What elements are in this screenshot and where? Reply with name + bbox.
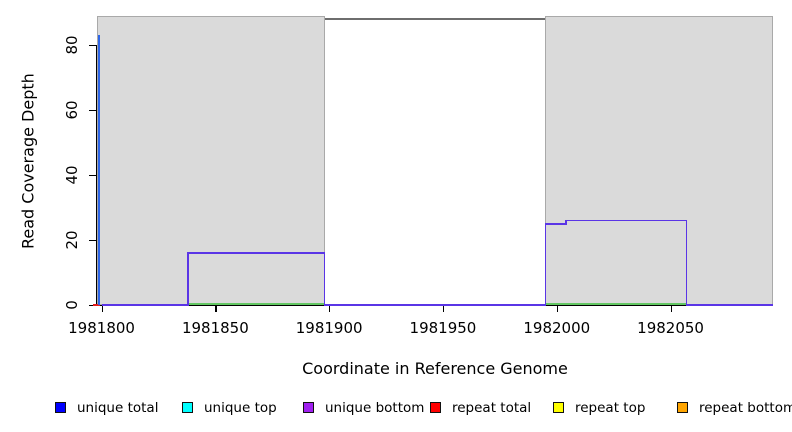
series-unique-top [188, 303, 325, 305]
series-unique-bottom-seg [565, 219, 567, 225]
x-tick [215, 306, 217, 312]
series-unique-bottom-seg [101, 304, 189, 306]
x-tick-label: 1981850 [181, 319, 249, 337]
series-unique-bottom-seg [187, 252, 189, 306]
series-unique-bottom-seg [324, 304, 546, 306]
x-tick [101, 306, 103, 312]
masked-region-2 [545, 16, 773, 305]
series-unique-bottom-seg [685, 219, 688, 306]
y-tick-label: 60 [63, 100, 81, 120]
series-unique-bottom-seg [565, 219, 687, 222]
x-tick-label: 1981950 [409, 319, 477, 337]
series-unique-bottom-seg [545, 222, 566, 225]
x-tick-label: 1981800 [68, 319, 135, 337]
y-tick-label: 0 [63, 300, 81, 310]
x-tick-label: 1981900 [295, 319, 363, 337]
y-tick [89, 109, 96, 112]
plot-top-border [324, 18, 546, 20]
x-tick [670, 306, 672, 312]
y-tick [89, 44, 96, 47]
y-tick [89, 239, 96, 242]
y-tick-label: 20 [63, 230, 81, 250]
y-axis-line [96, 44, 98, 306]
series-unique-bottom-seg [686, 304, 773, 306]
x-tick [329, 306, 331, 312]
masked-region-1 [97, 16, 325, 305]
y-tick [89, 174, 96, 177]
x-tick-label: 1982000 [523, 319, 591, 337]
series-unique-bottom-seg [323, 252, 326, 306]
x-tick [556, 306, 559, 312]
series-unique-total-spike [98, 35, 101, 305]
series-unique-bottom-seg [188, 252, 325, 254]
x-axis-title: Coordinate in Reference Genome [302, 359, 568, 378]
x-tick [442, 306, 445, 312]
y-tick [89, 305, 96, 307]
y-tick-label: 80 [63, 35, 81, 55]
y-axis-title: Read Coverage Depth [18, 73, 38, 250]
x-tick-label: 1982050 [637, 319, 704, 337]
series-unique-top [545, 303, 687, 305]
series-repeat-total [93, 304, 101, 306]
series-unique-bottom-seg [544, 222, 547, 306]
y-tick-label: 40 [63, 165, 81, 185]
